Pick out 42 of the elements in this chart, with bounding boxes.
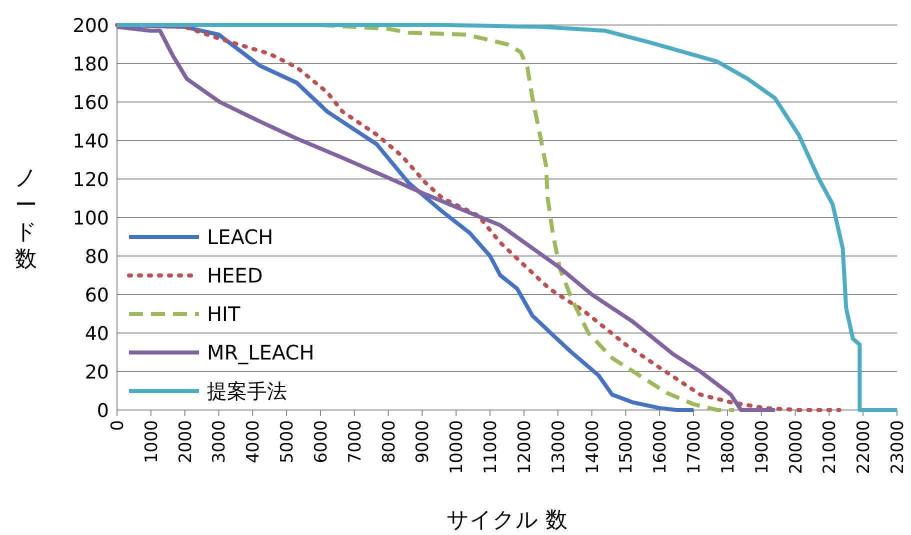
- y-tick-label: 80: [84, 246, 109, 268]
- y-axis-title: ノード数: [14, 166, 38, 272]
- x-tick-label: 9000: [413, 420, 434, 464]
- x-tick-label: 12000: [514, 420, 535, 474]
- x-tick-label: 21000: [820, 420, 840, 474]
- x-tick-label: 20000: [786, 420, 806, 474]
- x-tick-label: 23000: [888, 420, 908, 474]
- x-tick-label: 16000: [650, 420, 671, 474]
- y-tick-label: 140: [72, 130, 109, 152]
- legend-label: 提案手法: [207, 379, 287, 403]
- x-tick-label: 4000: [244, 420, 264, 464]
- y-tick-label: 200: [72, 15, 109, 37]
- x-tick-label: 5000: [278, 420, 298, 464]
- y-tick-label: 20: [84, 362, 109, 384]
- x-tick-label: 13000: [548, 420, 569, 474]
- x-tick-label: 19000: [752, 420, 772, 474]
- x-tick-label: 18000: [718, 420, 738, 474]
- x-tick-label: 15000: [616, 420, 637, 474]
- x-tick-label: 1000: [142, 420, 162, 464]
- legend-label: LEACH: [207, 225, 274, 249]
- y-tick-label: 180: [72, 54, 109, 76]
- x-tick-label: 8000: [379, 420, 400, 464]
- x-tick-label: 17000: [684, 420, 705, 474]
- x-tick-label: 0: [108, 420, 128, 431]
- x-axis-title: サイクル 数: [446, 508, 568, 533]
- x-tick-label: 22000: [854, 420, 874, 474]
- y-tick-label: 60: [84, 284, 109, 306]
- legend-label: MR_LEACH: [207, 340, 314, 364]
- x-tick-label: 14000: [582, 420, 603, 474]
- x-tick-label: 7000: [345, 420, 366, 464]
- y-tick-label: 40: [84, 323, 109, 345]
- y-tick-label: 160: [72, 92, 109, 114]
- y-tick-label: 120: [72, 169, 109, 191]
- x-tick-label: 2000: [176, 420, 196, 464]
- x-tick-label: 10000: [447, 420, 468, 474]
- y-tick-label: 0: [96, 400, 109, 422]
- y-tick-label: 100: [72, 208, 109, 230]
- x-tick-label: 6000: [311, 420, 332, 464]
- x-tick-label: 11000: [481, 420, 502, 474]
- x-tick-label: 3000: [210, 420, 230, 464]
- legend-label: HIT: [207, 302, 241, 326]
- legend-label: HEED: [207, 264, 263, 288]
